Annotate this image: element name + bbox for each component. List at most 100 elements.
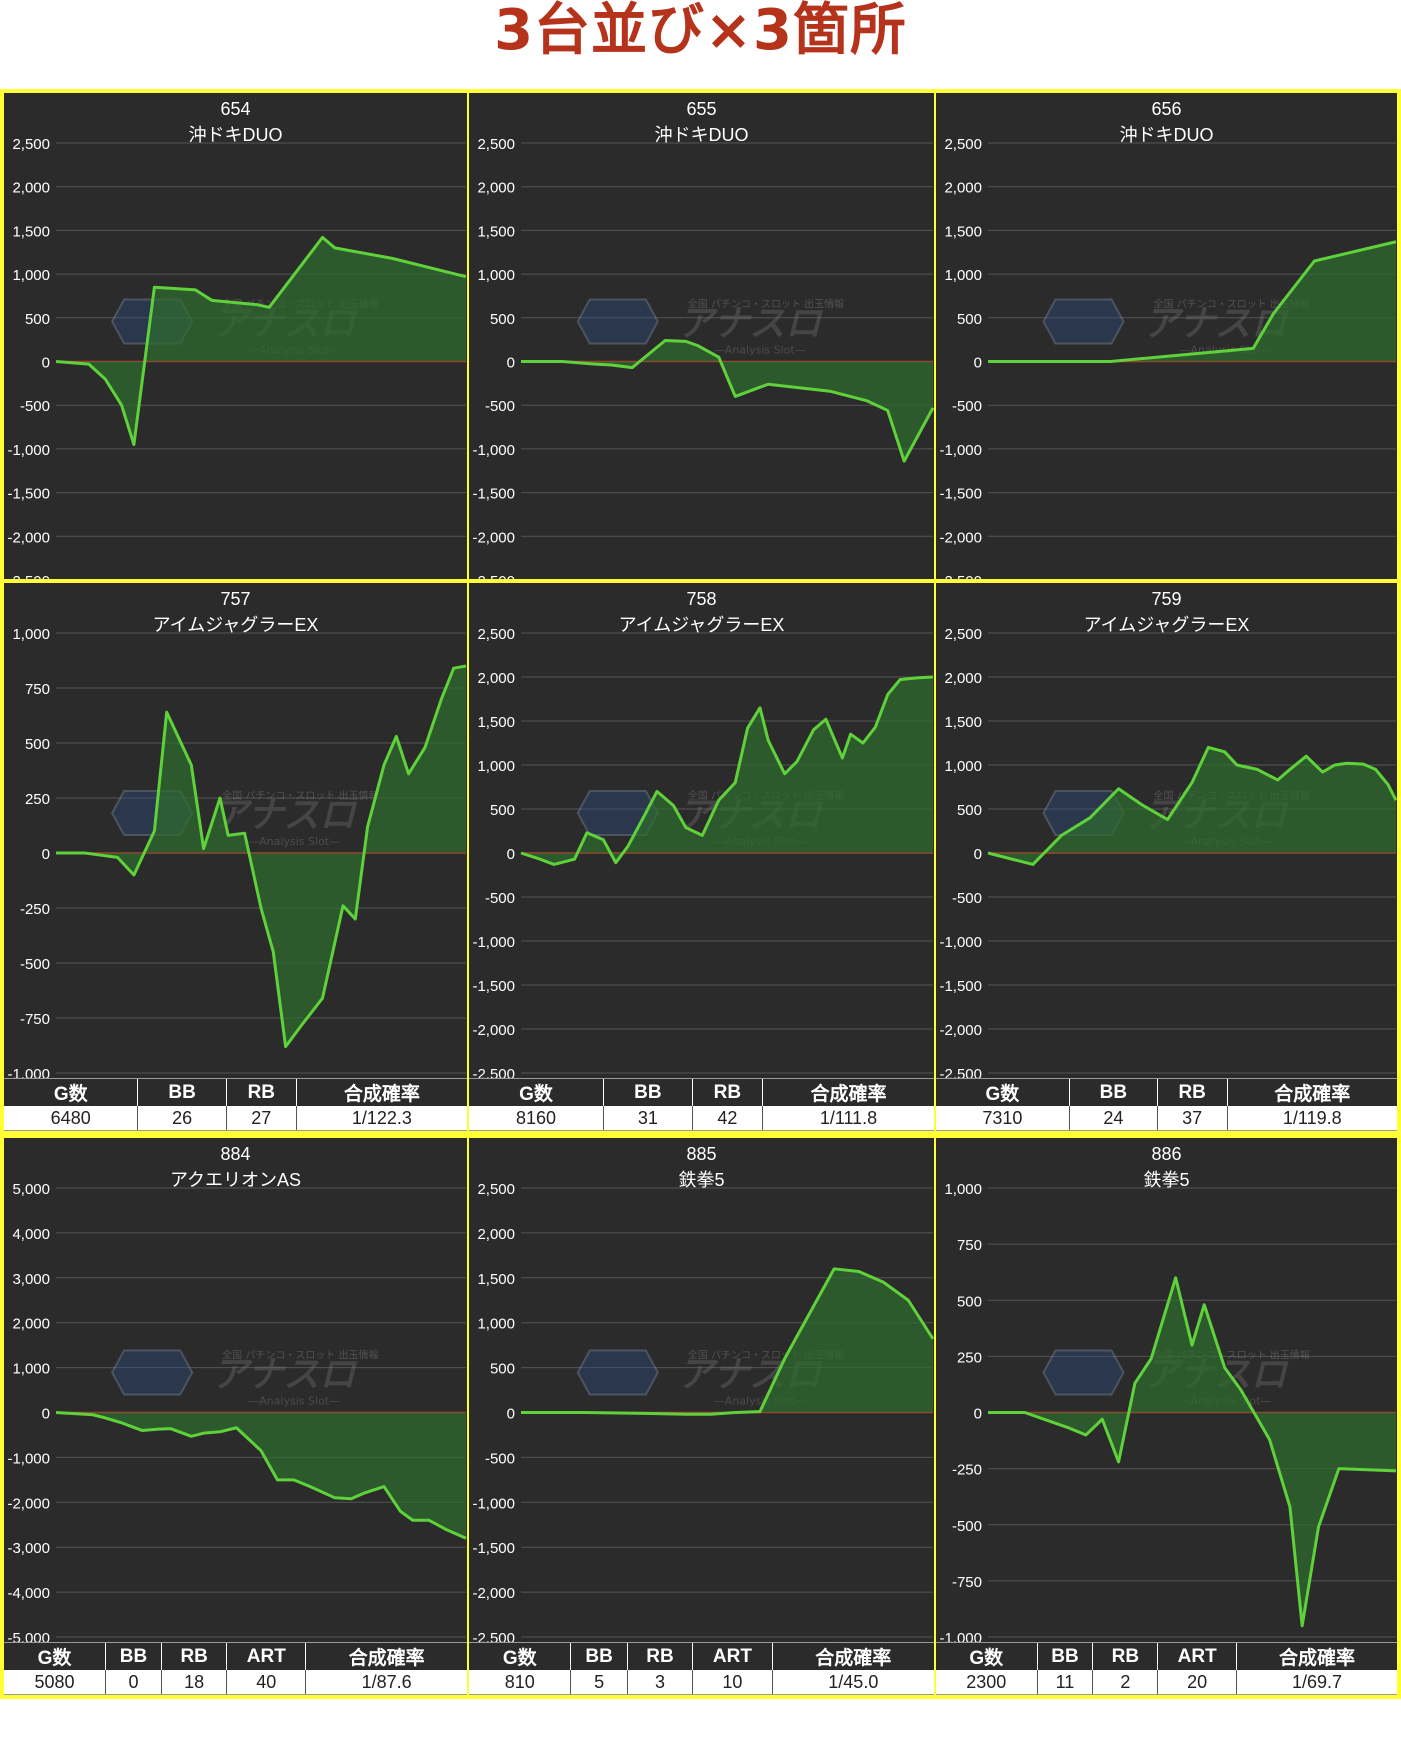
stats-value: 2	[1092, 1670, 1158, 1695]
y-tick-label: -1,000	[472, 934, 515, 951]
y-tick-label: -2,000	[472, 529, 515, 546]
chart-grid: 2,500 2,000 1,500 1,000 500 0 -500 -1,000 -1,500…	[0, 89, 1401, 1748]
y-tick-label: 500	[957, 802, 982, 819]
y-tick-label: 1,500	[477, 223, 515, 240]
watermark-hex-icon	[1042, 298, 1125, 345]
y-tick-label: -3,000	[7, 1540, 50, 1557]
watermark-subtext: —Analysis Slot—	[248, 835, 340, 848]
stats-header: 合成確率	[1226, 1078, 1397, 1106]
area-fill	[521, 677, 933, 865]
watermark-hex-icon	[111, 1349, 194, 1396]
y-tick-label: 0	[974, 355, 982, 372]
series-line	[55, 235, 467, 447]
series-line	[521, 1267, 934, 1416]
chart-svg: 1,0007505002500-250-500-750-1,000アナスロ—An…	[7, 626, 467, 1083]
machine-name: 鉄拳5	[678, 1170, 725, 1190]
stats-value: 1/119.8	[1226, 1106, 1397, 1131]
chart-svg: 1,0007505002500-250-500-750-1,000アナスロ—An…	[939, 1181, 1397, 1647]
y-tick-label: 1,000	[477, 758, 515, 775]
y-tick-label: 1,000	[12, 1361, 50, 1378]
stats-header: G数	[469, 1642, 571, 1670]
area-fill	[521, 340, 933, 462]
chart-svg: 2,500 2,000 1,500 1,000 500 0 -500 -1,000 -1,500…	[939, 136, 1397, 590]
y-tick-label: -500	[485, 398, 515, 415]
watermark: アナスロ—Analysis Slot— 全国 パチンコ・スロット 出玉情報	[576, 298, 844, 357]
watermark-text: アナスロ	[212, 1355, 357, 1396]
chart-panel-886: 1,0007505002500-250-500-750-1,000アナスロ—An…	[936, 1138, 1397, 1695]
y-tick-label: -2,000	[7, 529, 50, 546]
watermark-toptext: 全国 パチンコ・スロット 出玉情報	[1154, 298, 1310, 311]
stats-value: 1/69.7	[1236, 1670, 1397, 1695]
y-tick-label: 0	[42, 1406, 50, 1423]
machine-name: 沖ドキDUO	[1119, 125, 1214, 145]
stats-table: G数 BB RB 合成確率 7310 24 37 1/119.8	[936, 1078, 1397, 1131]
series-line	[988, 240, 1397, 363]
y-tick-label: 1,000	[477, 267, 515, 284]
chart-panel-759: 2,500 2,000 1,500 1,000 500 0 -500 -1,000 -1,500…	[936, 583, 1397, 1131]
y-tick-label: 2,000	[477, 670, 515, 687]
y-tick-label: -500	[20, 398, 50, 415]
y-tick-label: 1,000	[12, 626, 50, 643]
series-line	[521, 339, 934, 463]
y-tick-label: 1,000	[944, 1181, 982, 1198]
watermark: アナスロ—Analysis Slot— 全国 パチンコ・スロット 出玉情報	[111, 1349, 379, 1408]
y-tick-label: -1,500	[472, 1540, 515, 1557]
y-tick-label: 500	[490, 802, 515, 819]
chart-panel-758: 2,500 2,000 1,500 1,000 500 0 -500 -1,000 -1,500…	[469, 583, 934, 1131]
stats-header: G数	[4, 1642, 106, 1670]
y-tick-label: -1,500	[939, 978, 982, 995]
y-tick-label: 250	[957, 1349, 982, 1366]
machine-number: 759	[1151, 589, 1182, 609]
watermark-subtext: —Analysis Slot—	[714, 344, 806, 357]
y-tick-label: 2,500	[477, 1181, 515, 1198]
y-tick-label: 250	[25, 791, 50, 808]
chart-panel-885: 2,500 2,000 1,500 1,000 500 0 -500 -1,000 -1,500…	[469, 1138, 934, 1695]
y-tick-label: 2,000	[944, 670, 982, 687]
stats-header: RB	[1156, 1078, 1228, 1106]
y-tick-label: -2,000	[7, 1495, 50, 1512]
stats-header: RB	[691, 1078, 763, 1106]
y-tick-label: 2,500	[477, 136, 515, 153]
area-fill	[988, 747, 1396, 865]
y-tick-label: 0	[42, 846, 50, 863]
y-tick-label: -1,500	[939, 486, 982, 503]
stats-value: 3	[626, 1670, 693, 1695]
y-tick-label: 1,000	[944, 758, 982, 775]
stats-value: 0	[104, 1670, 162, 1695]
stats-value: 1/45.0	[771, 1670, 934, 1695]
watermark-hex-icon	[576, 1349, 659, 1396]
stats-value: 10	[692, 1670, 773, 1695]
machine-name: アイムジャグラーEX	[152, 615, 319, 635]
stats-header: RB	[225, 1078, 297, 1106]
stats-value: 26	[137, 1106, 227, 1131]
y-tick-label: 1,000	[12, 267, 50, 284]
y-tick-label: 500	[957, 311, 982, 328]
stats-header: RB	[626, 1642, 693, 1670]
y-tick-label: 1,500	[12, 223, 50, 240]
stats-header: G数	[469, 1078, 604, 1106]
stats-table: G数 BB RB ART 合成確率 810 5 3 10 1/45.0	[469, 1642, 934, 1695]
stats-header: BB	[1068, 1078, 1158, 1106]
stats-value: 1/111.8	[762, 1106, 934, 1131]
watermark: アナスロ—Analysis Slot— 全国 パチンコ・スロット 出玉情報	[111, 789, 379, 848]
stats-header: BB	[137, 1078, 227, 1106]
y-tick-label: 2,000	[12, 180, 50, 197]
machine-number: 886	[1151, 1144, 1182, 1164]
machine-number: 758	[686, 589, 717, 609]
watermark-text: アナスロ	[212, 795, 357, 836]
stats-table: G数 BB RB 合成確率 8160 31 42 1/111.8	[469, 1078, 934, 1131]
y-tick-label: 2,000	[12, 1316, 50, 1333]
stats-value: 810	[469, 1670, 571, 1695]
watermark-toptext: 全国 パチンコ・スロット 出玉情報	[688, 298, 844, 311]
y-tick-label: -2,000	[472, 1585, 515, 1602]
machine-name: 沖ドキDUO	[654, 125, 749, 145]
stats-value: 1/87.6	[305, 1670, 467, 1695]
y-tick-label: -500	[20, 956, 50, 973]
area-fill	[988, 1277, 1396, 1626]
y-tick-label: -500	[485, 890, 515, 907]
y-tick-label: 2,500	[477, 626, 515, 643]
chart-svg: 2,500 2,000 1,500 1,000 500 0 -500 -1,000 -1,500…	[7, 136, 467, 590]
chart-svg: 2,500 2,000 1,500 1,000 500 0 -500 -1,000 -1,500…	[472, 136, 934, 590]
y-tick-label: 1,000	[477, 1316, 515, 1333]
stats-value: 7310	[936, 1106, 1070, 1131]
